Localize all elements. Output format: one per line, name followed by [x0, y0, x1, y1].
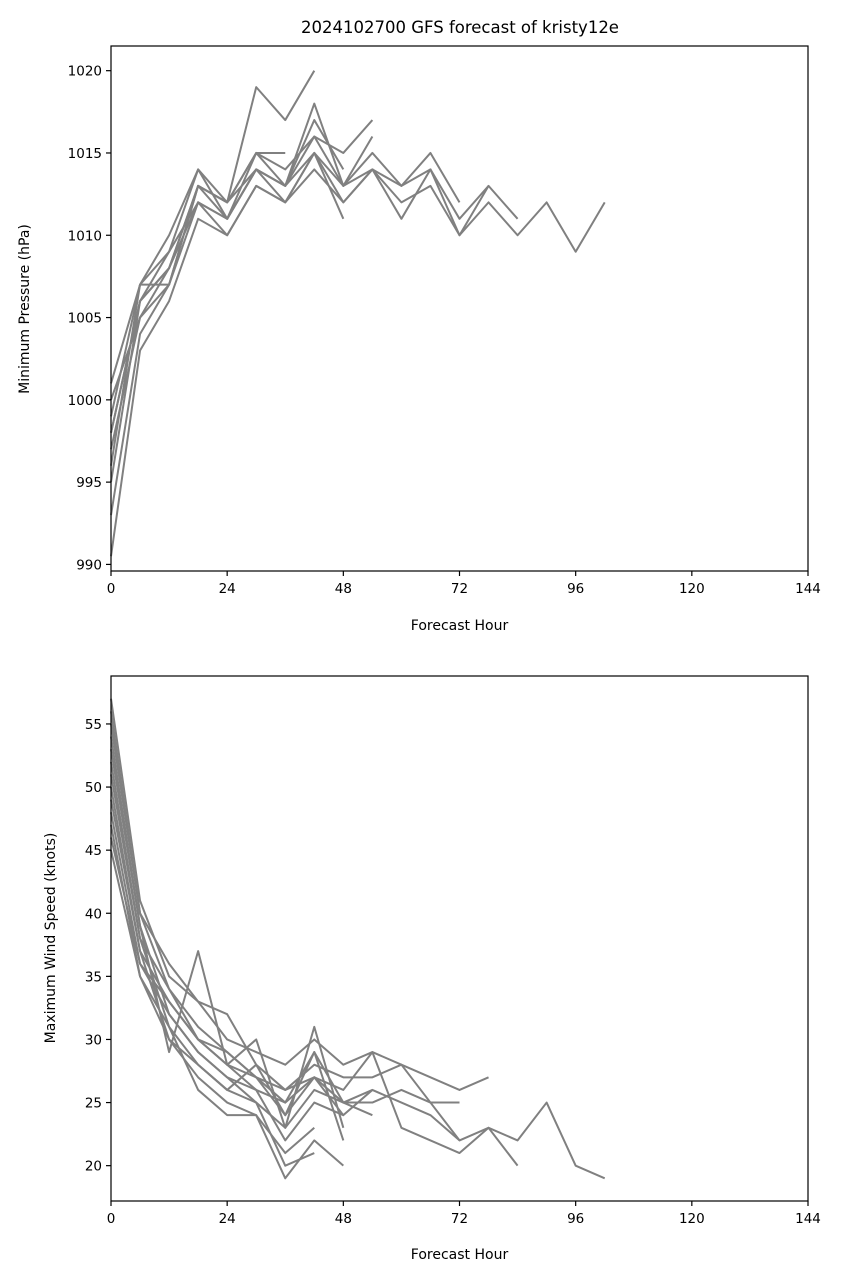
wind-series-line-13 — [110, 711, 373, 1117]
wind-y-tick-label: 20 — [85, 1159, 102, 1175]
wind-series-line-2 — [110, 723, 489, 1091]
pressure-y-tick-label: 1000 — [68, 393, 102, 409]
pressure-x-axis-label: Forecast Hour — [411, 618, 509, 634]
wind-y-axis-label: Maximum Wind Speed (knots) — [43, 833, 59, 1044]
wind-series-line-8 — [110, 849, 344, 1180]
pressure-x-tick-label: 48 — [335, 581, 352, 597]
wind-y-tick-label: 40 — [85, 906, 102, 922]
pressure-y-tick-label: 990 — [76, 557, 102, 573]
wind-series-line-12 — [110, 736, 345, 1141]
pressure-y-axis-label: Minimum Pressure (hPa) — [17, 224, 33, 394]
pressure-chart: Forecast Hour Minimum Pressure (hPa) 0 24… — [17, 45, 821, 634]
pressure-series-line-9 — [110, 119, 345, 401]
wind-y-tick-label: 50 — [85, 780, 102, 796]
pressure-y-tick-label: 995 — [76, 475, 102, 491]
chart-title: 2024102700 GFS forecast of kristy12e — [301, 18, 619, 37]
wind-chart: Forecast Hour Maximum Wind Speed (knots)… — [43, 675, 821, 1263]
wind-series-line-11 — [110, 799, 315, 1167]
wind-y-tick-label: 55 — [85, 717, 102, 733]
wind-y-tick-label: 45 — [85, 843, 102, 859]
pressure-series-line-5 — [110, 151, 606, 466]
wind-y-tick-label: 30 — [85, 1032, 102, 1048]
wind-x-tick-label: 72 — [451, 1211, 468, 1227]
wind-x-tick-label: 144 — [795, 1211, 821, 1227]
pressure-series-line-6 — [110, 168, 519, 483]
pressure-y-tick-label: 1010 — [68, 228, 102, 244]
wind-x-axis-label: Forecast Hour — [411, 1247, 509, 1263]
pressure-x-tick-label: 72 — [451, 581, 468, 597]
pressure-y-tick-label: 1005 — [68, 311, 102, 327]
pressure-x-tick-label: 96 — [567, 581, 584, 597]
pressure-x-tick-label: 0 — [107, 581, 116, 597]
wind-x-tick-label: 120 — [679, 1211, 705, 1227]
wind-x-tick-label: 96 — [567, 1211, 584, 1227]
wind-series-line-1 — [110, 698, 606, 1180]
pressure-x-tick-label: 144 — [795, 581, 821, 597]
pressure-y-tick-label: 1020 — [68, 64, 102, 80]
pressure-x-tick-label: 120 — [679, 581, 705, 597]
pressure-series-line-10 — [110, 102, 374, 433]
wind-y-tick-label: 35 — [85, 969, 102, 985]
pressure-series-line-8 — [110, 151, 345, 557]
pressure-y-tick-label: 1015 — [68, 146, 102, 162]
wind-y-tick-label: 25 — [85, 1096, 102, 1112]
wind-x-tick-label: 48 — [335, 1211, 352, 1227]
wind-x-tick-label: 24 — [219, 1211, 236, 1227]
wind-x-tick-label: 0 — [107, 1211, 116, 1227]
pressure-x-tick-label: 24 — [219, 581, 236, 597]
wind-series-line-10 — [110, 774, 315, 1155]
